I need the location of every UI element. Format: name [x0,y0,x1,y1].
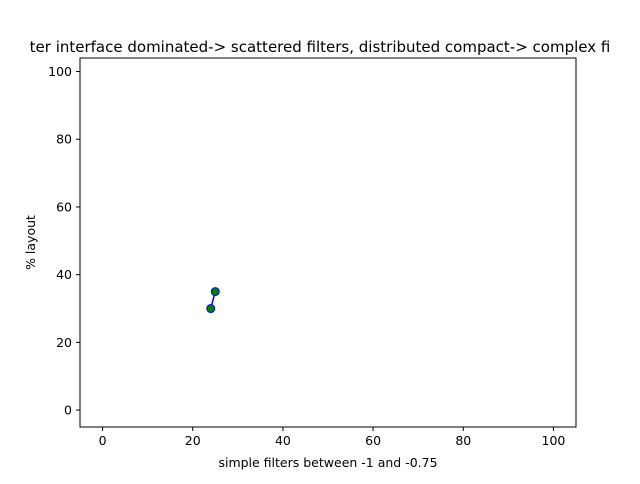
x-axis: 0 20 40 60 80 100 [99,427,566,448]
x-tick-label: 80 [455,433,471,448]
y-tick-label: 60 [56,199,72,214]
x-tick-label: 60 [365,433,381,448]
x-tick-label: 20 [185,433,201,448]
y-axis-label: % layout [23,215,38,270]
data-point [206,304,216,314]
data-point [210,287,220,297]
plot-area-frame [79,57,577,428]
y-tick-label: 20 [56,335,72,350]
y-tick-label: 100 [48,64,72,79]
series-layer [206,287,220,314]
x-axis-label: simple filters between -1 and -0.75 [218,455,437,470]
x-tick-label: 100 [542,433,566,448]
y-tick-label: 40 [56,267,72,282]
x-tick-label: 0 [99,433,107,448]
y-tick-label: 80 [56,132,72,147]
x-tick-label: 40 [275,433,291,448]
y-axis: 0 20 40 60 80 100 [48,64,80,418]
chart-title: ter interface dominated-> scattered filt… [30,38,611,56]
y-tick-label: 0 [64,403,72,418]
